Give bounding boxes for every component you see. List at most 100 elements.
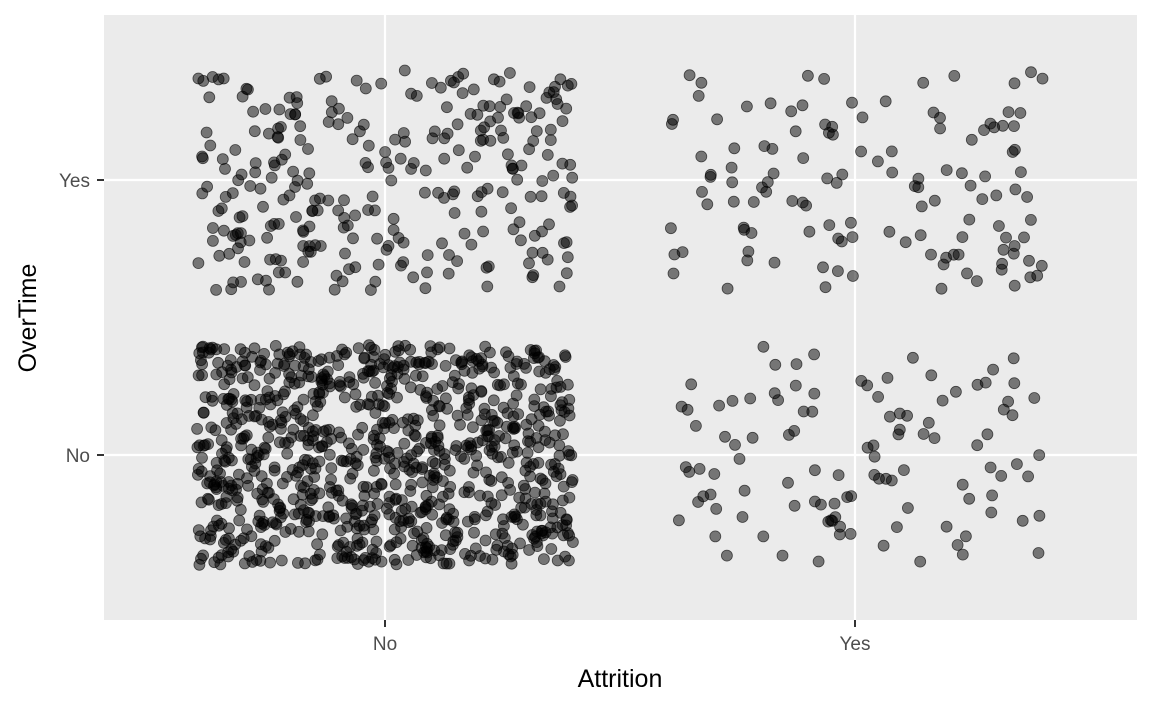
data-point bbox=[322, 501, 335, 514]
data-point bbox=[426, 132, 439, 145]
data-point bbox=[421, 546, 434, 559]
data-point bbox=[300, 516, 313, 528]
data-point bbox=[398, 372, 411, 385]
data-point bbox=[406, 466, 419, 479]
data-point bbox=[500, 420, 513, 433]
data-point bbox=[201, 492, 214, 505]
data-point bbox=[797, 152, 810, 165]
data-point bbox=[868, 450, 881, 463]
data-point bbox=[881, 371, 894, 384]
data-point bbox=[477, 225, 490, 238]
data-point bbox=[443, 342, 456, 355]
data-point bbox=[444, 480, 457, 493]
data-point bbox=[471, 459, 484, 472]
data-point bbox=[508, 508, 521, 521]
data-point bbox=[367, 464, 380, 477]
data-point bbox=[993, 220, 1005, 232]
data-point bbox=[262, 127, 275, 140]
data-point bbox=[241, 472, 253, 485]
data-point bbox=[766, 142, 779, 155]
data-point bbox=[352, 428, 364, 441]
data-point bbox=[692, 90, 705, 102]
data-point bbox=[892, 428, 905, 441]
data-point bbox=[427, 394, 440, 407]
data-point bbox=[405, 162, 418, 175]
data-point bbox=[877, 539, 890, 552]
data-point bbox=[523, 143, 535, 156]
data-point bbox=[291, 97, 304, 109]
data-point bbox=[984, 117, 997, 130]
data-point bbox=[196, 451, 208, 464]
data-point bbox=[683, 69, 696, 82]
data-point bbox=[481, 430, 494, 443]
data-point bbox=[834, 520, 846, 533]
data-point bbox=[508, 439, 521, 452]
data-point bbox=[963, 492, 976, 505]
data-point bbox=[438, 152, 451, 165]
data-point bbox=[711, 113, 723, 126]
data-point bbox=[382, 446, 395, 459]
data-point bbox=[1025, 213, 1037, 226]
data-point bbox=[845, 216, 857, 229]
data-point bbox=[264, 556, 277, 569]
data-point bbox=[193, 439, 206, 452]
data-point bbox=[557, 186, 570, 199]
data-point bbox=[236, 355, 249, 368]
data-point bbox=[832, 265, 844, 278]
data-point bbox=[244, 180, 257, 192]
data-point bbox=[397, 127, 410, 139]
data-point bbox=[288, 404, 301, 417]
data-point bbox=[513, 216, 526, 229]
data-point bbox=[416, 461, 429, 474]
data-point bbox=[809, 464, 821, 477]
data-point bbox=[559, 351, 572, 363]
data-point bbox=[385, 174, 398, 187]
data-point bbox=[350, 539, 363, 552]
data-point bbox=[212, 205, 225, 217]
data-point bbox=[832, 469, 845, 482]
data-point bbox=[235, 168, 248, 181]
data-point bbox=[210, 283, 223, 296]
data-point bbox=[553, 439, 566, 452]
data-point bbox=[710, 502, 723, 515]
data-point bbox=[513, 491, 526, 504]
data-point bbox=[885, 145, 898, 158]
data-point bbox=[480, 466, 492, 479]
data-point bbox=[937, 258, 950, 271]
data-point bbox=[338, 391, 351, 404]
data-point bbox=[744, 392, 757, 405]
data-point bbox=[1024, 271, 1037, 284]
data-point bbox=[757, 530, 770, 543]
data-point bbox=[438, 191, 450, 204]
data-point bbox=[217, 224, 230, 237]
data-point bbox=[408, 527, 420, 540]
data-point bbox=[934, 122, 946, 135]
data-point bbox=[486, 553, 499, 566]
data-point bbox=[338, 552, 351, 564]
data-point bbox=[397, 256, 410, 269]
data-point bbox=[289, 359, 301, 372]
data-point bbox=[261, 385, 274, 398]
data-point bbox=[259, 540, 272, 552]
data-point bbox=[273, 502, 286, 515]
data-point bbox=[248, 379, 261, 392]
data-point bbox=[373, 358, 386, 370]
data-point bbox=[1006, 409, 1019, 422]
data-point bbox=[323, 481, 336, 493]
data-point bbox=[362, 139, 375, 152]
data-point bbox=[388, 360, 401, 373]
data-point bbox=[493, 75, 506, 88]
data-point bbox=[539, 434, 552, 447]
data-point bbox=[928, 194, 941, 207]
data-point bbox=[721, 282, 734, 295]
data-point bbox=[961, 267, 973, 280]
data-point bbox=[788, 499, 801, 512]
data-point bbox=[990, 189, 1003, 202]
data-point bbox=[507, 370, 520, 383]
data-point bbox=[468, 511, 481, 523]
data-point bbox=[802, 69, 814, 82]
data-point bbox=[466, 421, 479, 434]
data-point bbox=[395, 494, 408, 507]
data-point bbox=[547, 169, 560, 182]
data-point bbox=[323, 448, 336, 461]
